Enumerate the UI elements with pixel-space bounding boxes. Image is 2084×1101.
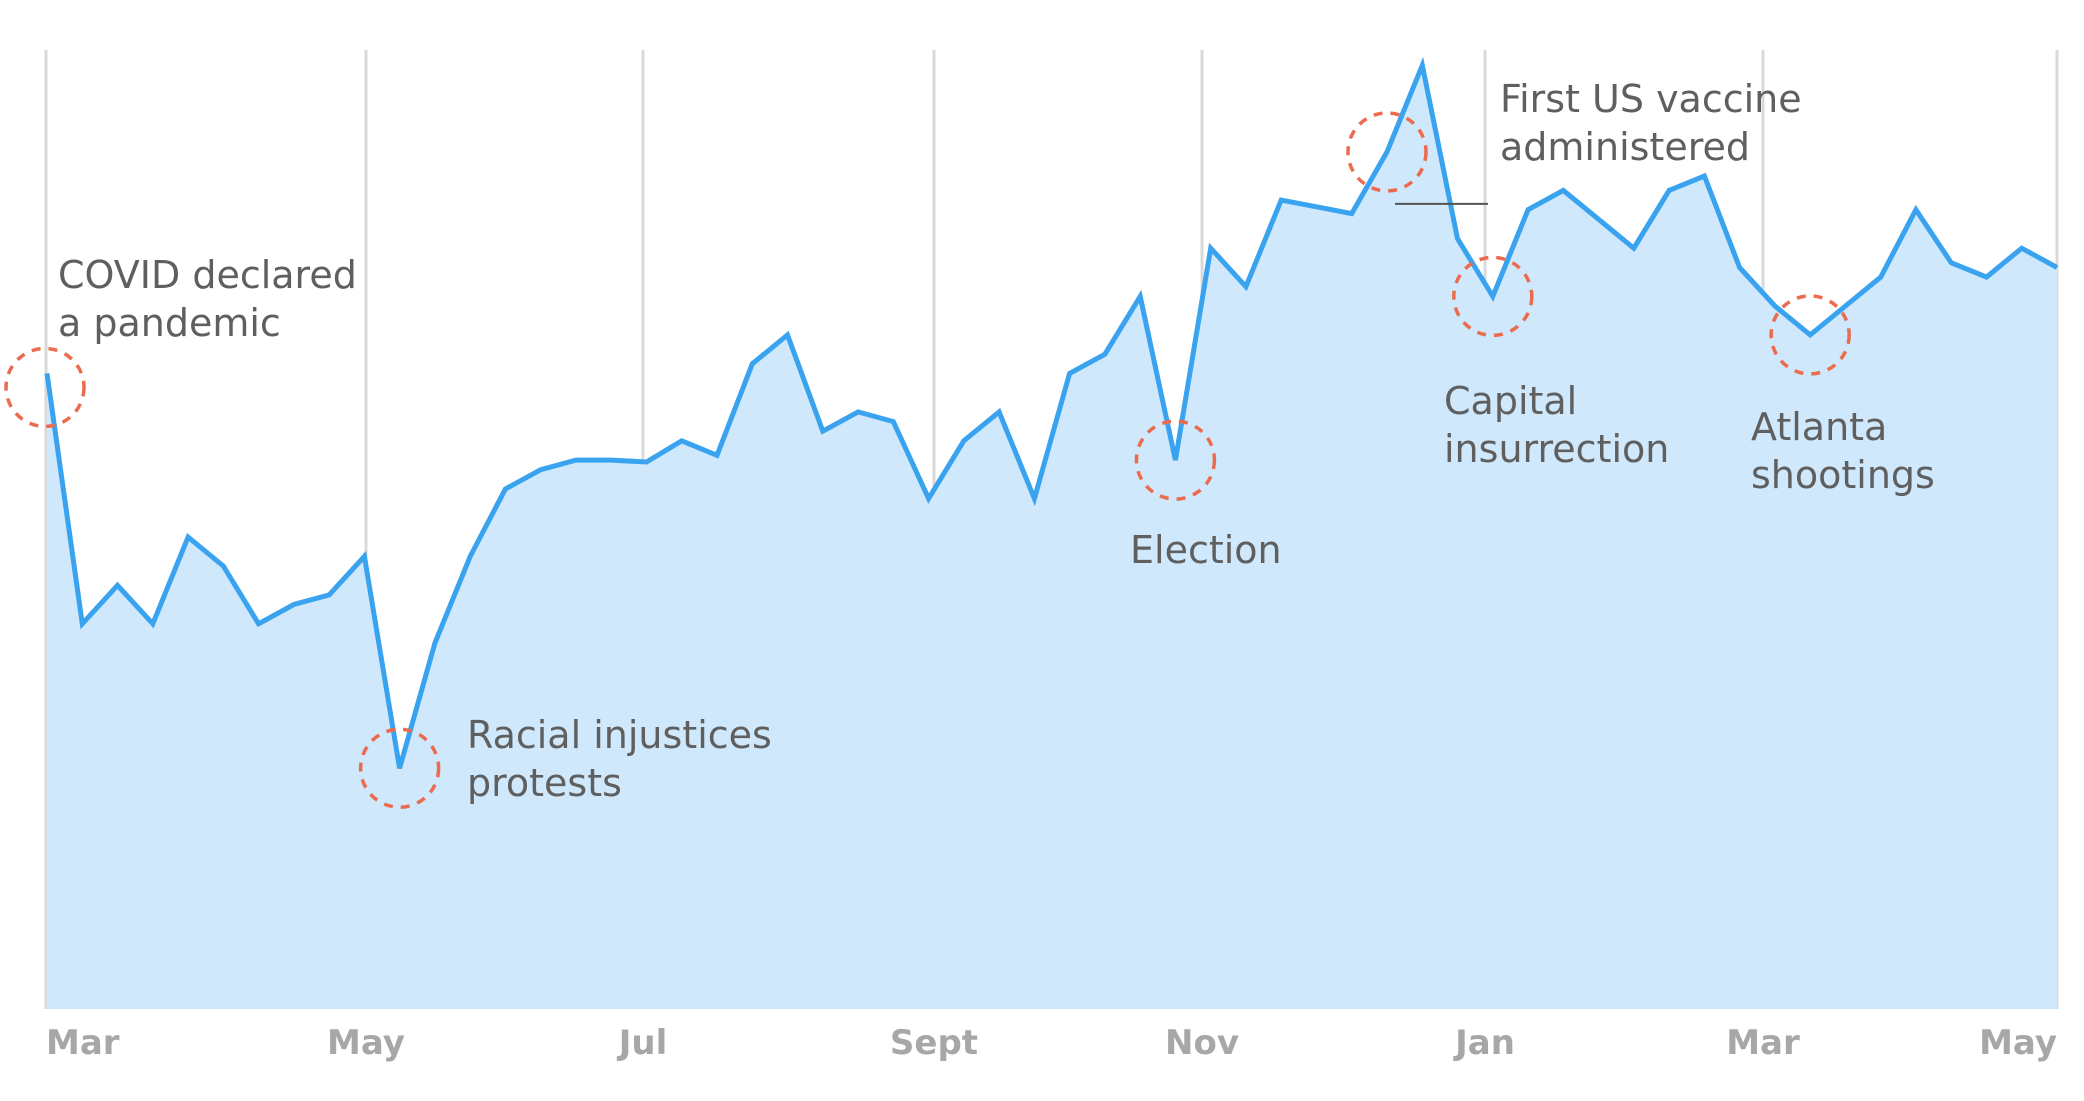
annotation-marker [1452,255,1534,338]
x-tick-label: Jan [1453,1023,1515,1063]
annotation-text: Racial injustices [467,713,772,757]
x-tick-label: Mar [46,1023,120,1063]
series-line [44,56,2059,769]
annotation-marker [4,346,86,429]
annotation-marker [1134,419,1217,501]
annotation-text: First US vaccine [1500,77,1802,121]
x-axis-ticks: Mar May Jul Sept Nov Jan Mar May [46,1023,2057,1063]
x-tick-label: May [1979,1023,2057,1063]
x-tick-label: Jul [617,1023,668,1063]
annotation-text: a pandemic [58,301,281,345]
x-tick-label: Sept [890,1023,978,1063]
x-tick-label: May [327,1023,405,1063]
annotation-text: insurrection [1444,427,1669,471]
annotation-label: Election [1130,528,1282,572]
annotation-text: Atlanta [1751,405,1887,449]
annotation-text: protests [467,761,622,805]
x-tick-label: Nov [1165,1023,1239,1063]
annotation-markers [4,111,1851,809]
annotation-marker [1346,111,1428,193]
annotation-text: Capital [1444,379,1577,423]
annotation-marker [358,727,441,809]
annotation-marker [1769,294,1851,376]
annotation-text: COVID declared [58,253,357,297]
x-tick-label: Mar [1726,1023,1800,1063]
annotation-text: shootings [1751,453,1935,497]
annotation-text: administered [1500,125,1750,169]
series-area [47,65,2057,1010]
annotation-text: Election [1130,528,1282,572]
